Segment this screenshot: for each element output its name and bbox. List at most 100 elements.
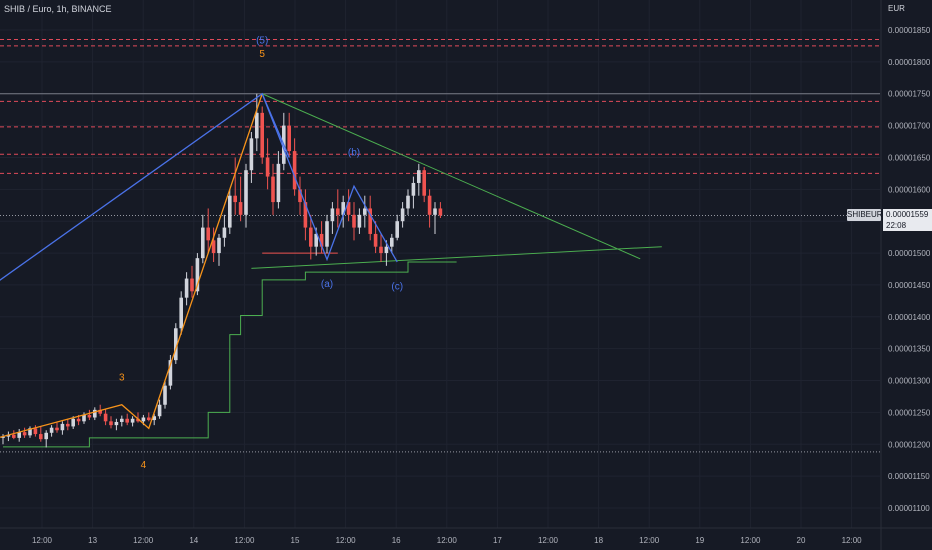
candle-body bbox=[136, 418, 140, 422]
last-price-box: 0.00001559 22:08 bbox=[883, 209, 932, 231]
candle-body bbox=[390, 237, 394, 247]
candle-body bbox=[87, 414, 92, 418]
x-tick-label: 12:00 bbox=[32, 536, 53, 545]
candle-body bbox=[71, 418, 75, 427]
y-tick-label: 0.00001750 bbox=[888, 90, 931, 99]
candle-body bbox=[157, 404, 162, 417]
candle-body bbox=[147, 417, 151, 421]
correction-wave-line bbox=[261, 93, 398, 263]
candle-body bbox=[260, 112, 264, 158]
candle-body bbox=[400, 208, 405, 222]
last-price-value: 0.00001559 bbox=[886, 210, 929, 219]
candle-body bbox=[287, 125, 291, 152]
candle-body bbox=[222, 227, 227, 238]
candle-body bbox=[228, 195, 232, 228]
candle-body bbox=[357, 214, 362, 228]
wave-label: 3 bbox=[119, 373, 125, 384]
x-tick-label: 17 bbox=[493, 536, 502, 545]
candle-body bbox=[130, 418, 135, 423]
wave-labels: (5) 5 3 4 (a) (b) (c) bbox=[119, 35, 403, 470]
y-tick-label: 0.00001850 bbox=[888, 26, 931, 35]
candle-body bbox=[417, 170, 421, 183]
y-tick-label: 0.00001450 bbox=[888, 281, 931, 290]
candle-body bbox=[141, 417, 146, 422]
bar-countdown: 22:08 bbox=[886, 221, 907, 230]
candle-body bbox=[373, 233, 378, 247]
candle-body bbox=[438, 208, 443, 216]
x-tick-label: 12:00 bbox=[336, 536, 357, 545]
candle-body bbox=[244, 170, 248, 215]
lower-trendline bbox=[251, 246, 662, 269]
candle-body bbox=[82, 414, 86, 422]
candle-body bbox=[195, 258, 200, 292]
y-tick-label: 0.00001800 bbox=[888, 58, 931, 67]
candle-body bbox=[76, 418, 81, 422]
x-tick-label: 12:00 bbox=[234, 536, 255, 545]
y-tick-label: 0.00001600 bbox=[888, 185, 931, 194]
candle-body bbox=[238, 202, 243, 215]
x-tick-label: 19 bbox=[695, 536, 704, 545]
candle-body bbox=[271, 176, 275, 203]
candle-body bbox=[319, 233, 324, 247]
candle-body bbox=[255, 112, 259, 139]
candle-body bbox=[330, 208, 335, 222]
candle-body bbox=[17, 432, 21, 438]
x-tick-label: 13 bbox=[88, 536, 97, 545]
candle-body bbox=[368, 208, 372, 234]
candle-body bbox=[28, 428, 32, 436]
candle-body bbox=[292, 151, 297, 190]
candle-body bbox=[352, 214, 356, 228]
candle-body bbox=[314, 233, 318, 247]
candles bbox=[1, 93, 443, 448]
candle-body bbox=[309, 227, 313, 247]
y-tick-label: 0.00001400 bbox=[888, 313, 931, 322]
candle-body bbox=[184, 278, 189, 298]
candle-body bbox=[114, 421, 119, 426]
x-tick-label: 18 bbox=[594, 536, 603, 545]
candle-body bbox=[422, 170, 426, 196]
x-tick-label: 12:00 bbox=[740, 536, 761, 545]
candle-body bbox=[152, 416, 156, 421]
x-tick-label: 12:00 bbox=[842, 536, 863, 545]
candle-body bbox=[217, 237, 221, 254]
candle-body bbox=[303, 202, 308, 228]
symbol-tag: SHIBEUR bbox=[847, 209, 883, 221]
y-tick-label: 0.00001300 bbox=[888, 377, 931, 386]
candle-body bbox=[103, 413, 108, 422]
candle-body bbox=[168, 360, 173, 386]
wave-label: (c) bbox=[391, 281, 403, 292]
candle-body bbox=[363, 208, 367, 215]
trailing-stop-line bbox=[3, 261, 457, 448]
candle-body bbox=[341, 202, 345, 215]
x-tick-label: 12:00 bbox=[538, 536, 559, 545]
x-tick-label: 14 bbox=[189, 536, 198, 545]
candle-body bbox=[325, 221, 329, 247]
trailing-stop-line bbox=[3, 261, 457, 448]
candle-body bbox=[98, 409, 102, 414]
x-tick-label: 12:00 bbox=[133, 536, 154, 545]
candle-body bbox=[336, 208, 340, 215]
candle-body bbox=[433, 208, 437, 215]
currency-label: EUR bbox=[888, 4, 905, 13]
candle-body bbox=[60, 423, 65, 431]
y-tick-label: 0.00001650 bbox=[888, 153, 931, 162]
candle-body bbox=[109, 421, 113, 426]
candle-body bbox=[298, 189, 302, 203]
candle-body bbox=[49, 427, 54, 433]
candle-body bbox=[384, 246, 389, 254]
x-tick-label: 16 bbox=[392, 536, 401, 545]
impulse-wave-line bbox=[0, 93, 263, 438]
candle-body bbox=[66, 423, 70, 427]
y-tick-label: 0.00001700 bbox=[888, 122, 931, 131]
candle-body bbox=[411, 182, 416, 196]
candle-body bbox=[427, 195, 432, 215]
candle-body bbox=[211, 240, 216, 254]
y-axis: 0.00001850 0.00001800 0.00001750 0.00001700… bbox=[880, 0, 931, 550]
y-tick-label: 0.00001100 bbox=[888, 504, 930, 513]
candle-body bbox=[265, 157, 270, 177]
y-tick-label: 0.00001350 bbox=[888, 345, 931, 354]
candle-body bbox=[190, 278, 194, 292]
y-tick-label: 0.00001250 bbox=[888, 408, 931, 417]
candle-body bbox=[33, 428, 38, 435]
